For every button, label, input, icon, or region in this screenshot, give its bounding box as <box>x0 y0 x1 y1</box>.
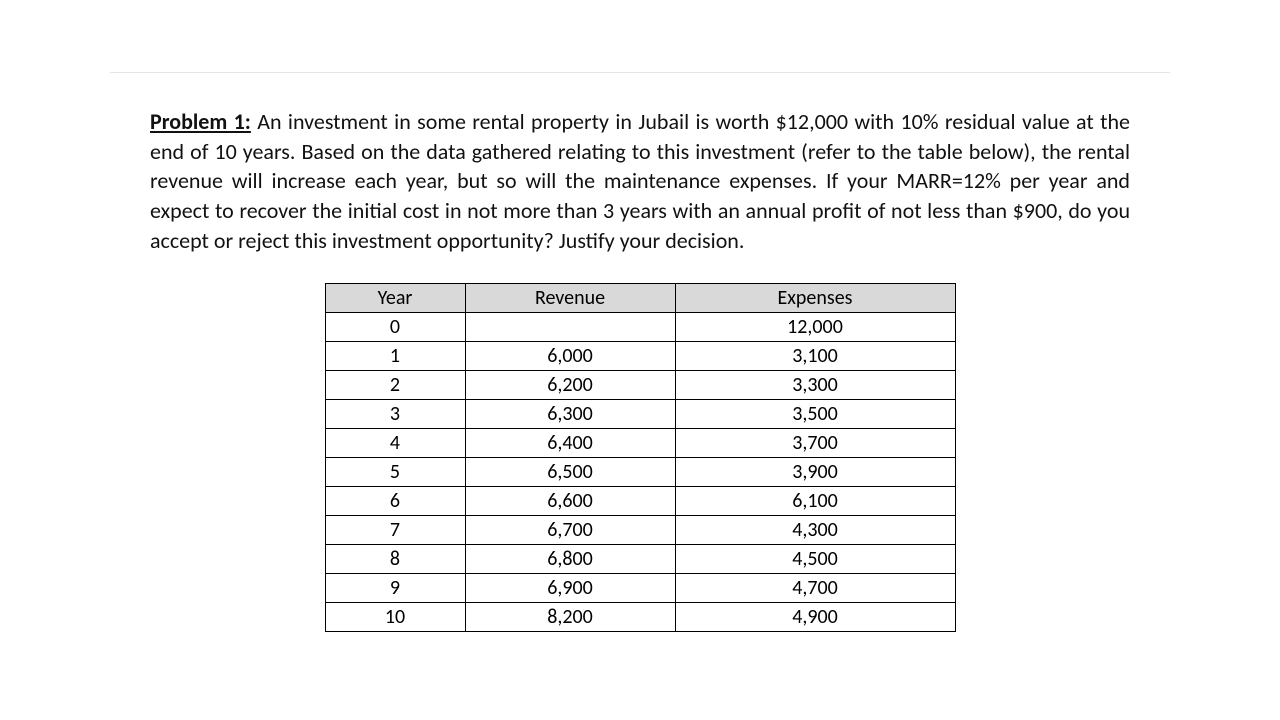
cell-expenses: 4,500 <box>675 545 955 574</box>
cell-year: 7 <box>325 516 465 545</box>
cell-revenue: 6,800 <box>465 545 675 574</box>
cell-expenses: 3,900 <box>675 458 955 487</box>
cell-year: 0 <box>325 313 465 342</box>
table-row: 1 6,000 3,100 <box>325 342 955 371</box>
cell-revenue: 6,600 <box>465 487 675 516</box>
cell-revenue: 6,200 <box>465 371 675 400</box>
cell-revenue: 6,000 <box>465 342 675 371</box>
cell-expenses: 6,100 <box>675 487 955 516</box>
table-row: 3 6,300 3,500 <box>325 400 955 429</box>
cell-expenses: 4,300 <box>675 516 955 545</box>
cell-year: 4 <box>325 429 465 458</box>
cell-expenses: 3,300 <box>675 371 955 400</box>
cell-year: 6 <box>325 487 465 516</box>
table-wrap: Year Revenue Expenses 0 12,000 1 6,000 3… <box>150 283 1130 632</box>
problem-paragraph: Problem 1: An investment in some rental … <box>150 107 1130 255</box>
content: Problem 1: An investment in some rental … <box>150 85 1130 632</box>
cell-expenses: 12,000 <box>675 313 955 342</box>
col-expenses: Expenses <box>675 284 955 313</box>
cell-expenses: 4,700 <box>675 574 955 603</box>
page: Problem 1: An investment in some rental … <box>0 0 1280 720</box>
table-row: 0 12,000 <box>325 313 955 342</box>
cell-year: 1 <box>325 342 465 371</box>
cell-revenue: 6,400 <box>465 429 675 458</box>
cell-year: 8 <box>325 545 465 574</box>
problem-label: Problem 1: <box>150 108 251 135</box>
table-row: 9 6,900 4,700 <box>325 574 955 603</box>
cell-expenses: 3,100 <box>675 342 955 371</box>
cell-revenue: 8,200 <box>465 603 675 632</box>
cell-expenses: 3,700 <box>675 429 955 458</box>
table-row: 6 6,600 6,100 <box>325 487 955 516</box>
table-header-row: Year Revenue Expenses <box>325 284 955 313</box>
cell-revenue: 6,700 <box>465 516 675 545</box>
table-row: 2 6,200 3,300 <box>325 371 955 400</box>
cell-revenue: 6,500 <box>465 458 675 487</box>
table-row: 5 6,500 3,900 <box>325 458 955 487</box>
cell-year: 3 <box>325 400 465 429</box>
data-table: Year Revenue Expenses 0 12,000 1 6,000 3… <box>325 283 956 632</box>
col-year: Year <box>325 284 465 313</box>
cell-expenses: 3,500 <box>675 400 955 429</box>
table-row: 8 6,800 4,500 <box>325 545 955 574</box>
cell-revenue: 6,900 <box>465 574 675 603</box>
cell-expenses: 4,900 <box>675 603 955 632</box>
cell-revenue <box>465 313 675 342</box>
cell-year: 10 <box>325 603 465 632</box>
table-row: 7 6,700 4,300 <box>325 516 955 545</box>
cell-revenue: 6,300 <box>465 400 675 429</box>
col-revenue: Revenue <box>465 284 675 313</box>
problem-text: An investment in some rental property in… <box>150 108 1130 254</box>
cell-year: 5 <box>325 458 465 487</box>
table-row: 4 6,400 3,700 <box>325 429 955 458</box>
cell-year: 2 <box>325 371 465 400</box>
cell-year: 9 <box>325 574 465 603</box>
table-row: 10 8,200 4,900 <box>325 603 955 632</box>
top-rule <box>110 72 1170 73</box>
